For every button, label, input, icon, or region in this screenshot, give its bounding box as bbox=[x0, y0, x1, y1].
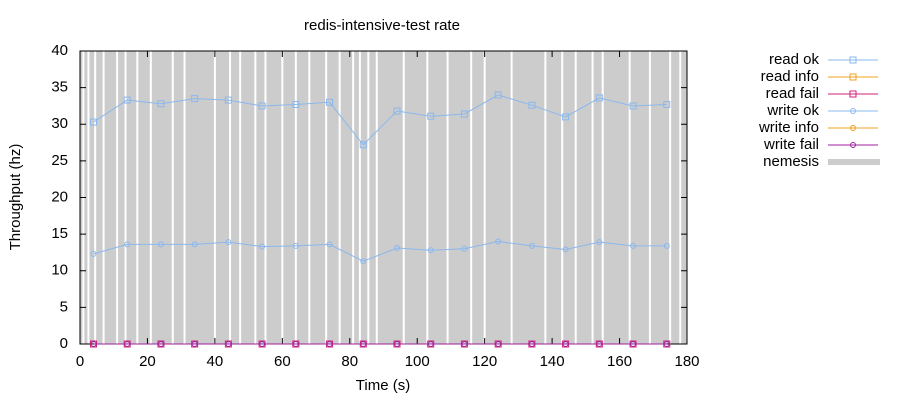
marker bbox=[528, 341, 535, 347]
marker bbox=[495, 341, 502, 347]
marker bbox=[850, 125, 856, 131]
marker bbox=[629, 102, 637, 110]
y-tick-label: 15 bbox=[51, 225, 68, 242]
marker bbox=[90, 250, 97, 257]
legend-label: write info bbox=[758, 119, 819, 136]
marker bbox=[630, 341, 637, 347]
marker bbox=[326, 341, 333, 347]
marker bbox=[259, 243, 266, 250]
marker bbox=[596, 239, 603, 246]
marker bbox=[849, 73, 857, 81]
marker bbox=[360, 258, 367, 265]
marker bbox=[663, 341, 670, 347]
marker bbox=[663, 242, 670, 249]
x-tick-label: 60 bbox=[274, 353, 291, 370]
marker bbox=[225, 239, 232, 246]
marker bbox=[360, 341, 367, 347]
marker bbox=[326, 241, 333, 248]
marker bbox=[292, 100, 300, 108]
marker bbox=[562, 113, 570, 121]
legend-label: write fail bbox=[763, 136, 819, 153]
marker bbox=[528, 242, 535, 249]
y-tick-label: 0 bbox=[60, 335, 68, 352]
marker bbox=[663, 100, 671, 108]
x-tick-label: 160 bbox=[607, 353, 632, 370]
marker bbox=[393, 341, 400, 347]
marker bbox=[90, 341, 97, 347]
nemesis-region bbox=[80, 51, 687, 344]
marker bbox=[528, 101, 536, 109]
marker bbox=[191, 95, 199, 103]
chart-title: redis-intensive-test rate bbox=[304, 17, 460, 34]
y-tick-label: 5 bbox=[60, 298, 68, 315]
x-tick-label: 0 bbox=[76, 353, 84, 370]
x-tick-label: 40 bbox=[207, 353, 224, 370]
marker bbox=[427, 247, 434, 254]
marker bbox=[849, 90, 857, 98]
y-tick-label: 25 bbox=[51, 152, 68, 169]
marker bbox=[595, 94, 603, 102]
marker bbox=[359, 141, 367, 149]
legend-label: read info bbox=[761, 68, 819, 85]
marker bbox=[191, 341, 198, 347]
legend-label: read ok bbox=[769, 51, 820, 68]
marker bbox=[393, 245, 400, 252]
marker bbox=[124, 241, 131, 248]
x-tick-label: 80 bbox=[341, 353, 358, 370]
marker bbox=[393, 107, 401, 115]
marker bbox=[460, 110, 468, 118]
marker bbox=[461, 341, 468, 347]
legend-label: read fail bbox=[766, 85, 819, 102]
marker bbox=[630, 242, 637, 249]
marker bbox=[258, 102, 266, 110]
marker bbox=[849, 56, 857, 64]
y-tick-label: 10 bbox=[51, 262, 68, 279]
marker bbox=[225, 341, 232, 347]
y-tick-label: 20 bbox=[51, 188, 68, 205]
legend-label: nemesis bbox=[763, 153, 819, 170]
series-line bbox=[93, 240, 667, 262]
marker bbox=[191, 241, 198, 248]
y-tick-label: 35 bbox=[51, 79, 68, 96]
marker bbox=[596, 341, 603, 347]
marker bbox=[495, 238, 502, 245]
x-tick-label: 140 bbox=[540, 353, 565, 370]
marker bbox=[292, 242, 299, 249]
x-tick-label: 180 bbox=[674, 353, 699, 370]
marker bbox=[259, 341, 266, 347]
marker bbox=[124, 341, 131, 347]
marker bbox=[850, 108, 856, 114]
marker bbox=[157, 341, 164, 347]
legend-label: write ok bbox=[766, 102, 819, 119]
marker bbox=[562, 341, 569, 347]
marker bbox=[326, 98, 334, 106]
y-tick-label: 30 bbox=[51, 115, 68, 132]
marker bbox=[123, 96, 131, 104]
x-tick-label: 100 bbox=[405, 353, 430, 370]
marker bbox=[562, 246, 569, 253]
marker bbox=[461, 245, 468, 252]
marker bbox=[850, 142, 856, 148]
marker bbox=[494, 91, 502, 99]
x-axis-label: Time (s) bbox=[356, 377, 410, 394]
y-axis-label: Throughput (hz) bbox=[7, 144, 24, 251]
marker bbox=[89, 118, 97, 126]
y-tick-label: 40 bbox=[51, 42, 68, 59]
marker bbox=[427, 112, 435, 120]
marker bbox=[292, 341, 299, 347]
x-tick-label: 20 bbox=[139, 353, 156, 370]
marker bbox=[157, 100, 165, 108]
series-line bbox=[93, 94, 667, 146]
marker bbox=[224, 96, 232, 104]
marker bbox=[157, 241, 164, 248]
marker bbox=[427, 341, 434, 347]
x-tick-label: 120 bbox=[472, 353, 497, 370]
